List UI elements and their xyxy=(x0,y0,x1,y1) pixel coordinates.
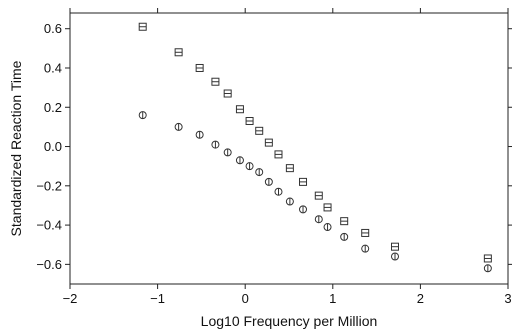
data-point-square xyxy=(211,77,220,86)
y-tick-label: 0.6 xyxy=(44,21,62,36)
data-point-square xyxy=(235,105,244,114)
series-circle xyxy=(138,111,492,273)
data-point-square xyxy=(483,254,492,263)
data-point-square xyxy=(138,22,147,31)
x-axis-ticks: −2 −1 0 1 2 3 xyxy=(63,8,512,306)
y-tick-label: −0.2 xyxy=(36,178,62,193)
data-point-circle xyxy=(245,162,254,171)
data-point-square xyxy=(245,117,254,126)
data-point-square xyxy=(340,217,349,226)
x-tick-label: 0 xyxy=(242,291,249,306)
y-tick-label: −0.6 xyxy=(36,257,62,272)
x-axis-title: Log10 Frequency per Million xyxy=(201,313,378,329)
plot-frame xyxy=(69,12,509,285)
x-tick-label: −2 xyxy=(63,291,78,306)
data-point-square xyxy=(255,126,264,135)
data-point-circle xyxy=(138,111,147,120)
data-point-circle xyxy=(264,177,273,186)
data-point-circle xyxy=(361,244,370,253)
x-tick-label: 1 xyxy=(329,291,336,306)
x-tick-label: 3 xyxy=(504,291,511,306)
data-point-circle xyxy=(299,205,308,214)
y-axis-ticks: 0.6 0.4 0.2 0.0 −0.2 −0.4 −0.6 xyxy=(36,21,512,272)
data-point-circle xyxy=(285,197,294,206)
data-point-square xyxy=(285,164,294,173)
data-point-square xyxy=(314,191,323,200)
data-point-square xyxy=(323,203,332,212)
y-tick-label: 0.4 xyxy=(44,60,62,75)
x-tick-label: −1 xyxy=(150,291,165,306)
data-point-circle xyxy=(223,148,232,157)
data-point-circle xyxy=(483,264,492,273)
data-point-circle xyxy=(323,223,332,232)
data-point-square xyxy=(274,150,283,159)
data-point-square xyxy=(195,63,204,72)
y-tick-label: 0.0 xyxy=(44,139,62,154)
data-point-circle xyxy=(255,168,264,177)
data-point-square xyxy=(361,228,370,237)
data-point-circle xyxy=(314,215,323,224)
y-tick-label: 0.2 xyxy=(44,100,62,115)
data-point-circle xyxy=(274,187,283,196)
data-point-square xyxy=(223,89,232,98)
data-point-square xyxy=(174,48,183,57)
data-point-circle xyxy=(390,252,399,261)
data-point-circle xyxy=(174,122,183,131)
x-tick-label: 2 xyxy=(417,291,424,306)
data-point-square xyxy=(390,242,399,251)
data-point-circle xyxy=(211,140,220,149)
data-point-circle xyxy=(195,130,204,139)
y-tick-label: −0.4 xyxy=(36,218,62,233)
data-markers xyxy=(138,22,492,273)
data-point-square xyxy=(264,138,273,147)
series-square xyxy=(138,22,492,263)
data-point-square xyxy=(299,177,308,186)
data-point-circle xyxy=(235,156,244,165)
data-point-circle xyxy=(340,232,349,241)
y-axis-title: Standardized Reaction Time xyxy=(8,60,24,236)
